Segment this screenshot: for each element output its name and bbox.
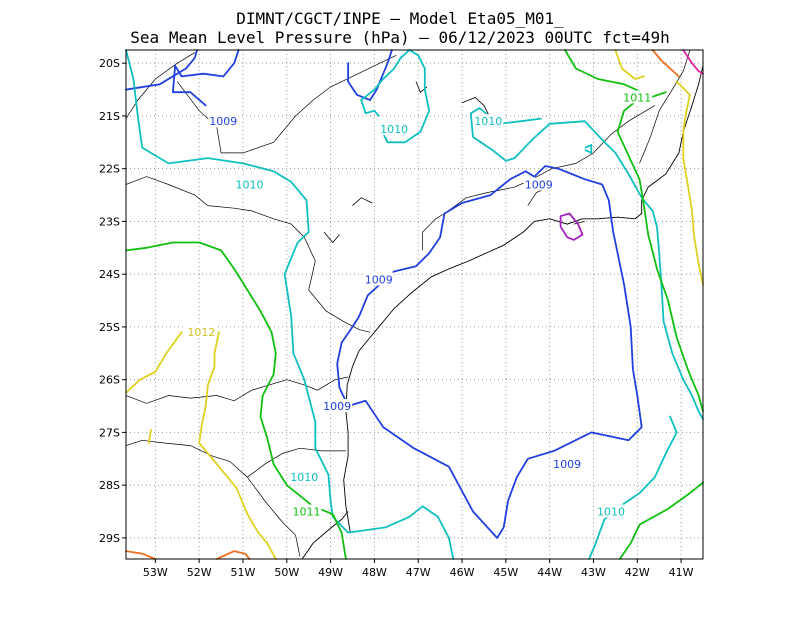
- y-tick-label: 21S: [99, 110, 120, 123]
- x-tick-label: 42W: [625, 566, 650, 579]
- contour-label-bg: [186, 325, 217, 339]
- contour-label-bg: [595, 504, 626, 518]
- chart-title-line-1: DIMNT/CGCT/INPE – Model Eta05_M01_: [236, 9, 564, 28]
- contour-label-bg: [234, 177, 265, 191]
- x-tick-label: 44W: [537, 566, 562, 579]
- y-tick-label: 29S: [99, 532, 120, 545]
- contour-label-bg: [523, 177, 554, 191]
- chart-title-line-2: Sea Mean Level Pressure (hPa) – 06/12/20…: [130, 28, 669, 47]
- contour-label: 1009: [553, 458, 581, 471]
- x-tick-label: 49W: [318, 566, 343, 579]
- contour-labels: 1009 1009 1009 1009 1009 1010 1010 1010 1010 1010…: [186, 90, 653, 519]
- contour-label: 1010: [236, 179, 264, 192]
- plot-frame: [125, 49, 704, 560]
- isobar-1011: [125, 241, 347, 560]
- contour-label-bg: [208, 114, 239, 128]
- state-boundary: [422, 213, 445, 251]
- y-tick-label: 23S: [99, 215, 120, 228]
- x-tick-label: 50W: [274, 566, 299, 579]
- isobar-1009: [347, 49, 393, 101]
- x-tick-label: 43W: [581, 566, 606, 579]
- contours: [125, 49, 704, 560]
- water-body: [323, 231, 340, 244]
- x-tick-label: 46W: [450, 566, 475, 579]
- isobar-1012: [614, 49, 645, 80]
- isobar-1013: [651, 49, 680, 78]
- y-tick-label: 26S: [99, 374, 120, 387]
- x-tick-label: 51W: [231, 566, 256, 579]
- contour-label: 1011: [623, 91, 651, 104]
- x-tick-label: 53W: [143, 566, 168, 579]
- contour-label: 1010: [290, 471, 318, 484]
- x-tick-label: 48W: [362, 566, 387, 579]
- isobar-1011: [616, 91, 704, 413]
- y-axis: 20S 21S 22S 23S 24S 25S 26S 27S 28S 29S: [99, 57, 126, 545]
- isobar-1011: [618, 481, 704, 560]
- isobar-1010: [469, 107, 704, 421]
- isobar-1009: [172, 49, 240, 107]
- state-boundary: [639, 49, 691, 164]
- state-boundary: [125, 176, 371, 333]
- water-body: [352, 197, 373, 206]
- isobar-1012: [198, 331, 277, 560]
- contour-label: 1010: [380, 123, 408, 136]
- isobar-1010: [125, 49, 455, 560]
- coastline: [343, 65, 704, 533]
- isobar-1011: [564, 49, 643, 94]
- x-tick-label: 41W: [669, 566, 694, 579]
- isobar-1009: [336, 165, 643, 539]
- isobar-1010: [584, 144, 593, 154]
- contour-label: 1012: [187, 326, 215, 339]
- x-axis: 53W 52W 51W 50W 49W 48W 47W 46W 45W 44W 43W 42W 41W: [143, 559, 694, 579]
- state-boundary: [444, 105, 655, 214]
- isobar-1009: [125, 49, 198, 91]
- contour-label: 1009: [525, 179, 553, 192]
- y-tick-label: 27S: [99, 426, 120, 439]
- contour-label-bg: [322, 399, 353, 413]
- contour-label-bg: [622, 90, 653, 104]
- isobar-1010: [588, 415, 678, 560]
- water-body: [573, 221, 585, 225]
- isobar-1012: [675, 80, 704, 286]
- contour-label-bg: [473, 114, 504, 128]
- water-body: [461, 97, 491, 119]
- contour-label: 1009: [323, 400, 351, 413]
- y-tick-label: 28S: [99, 479, 120, 492]
- y-tick-label: 25S: [99, 321, 120, 334]
- contour-label-bg: [552, 457, 583, 471]
- contour-label-bg: [291, 504, 322, 518]
- contour-label: 1009: [209, 115, 237, 128]
- isobar-1010: [498, 117, 542, 125]
- x-tick-label: 52W: [187, 566, 212, 579]
- isobar-1008: [559, 212, 584, 241]
- grid: [126, 50, 703, 559]
- contour-label: 1011: [293, 506, 321, 519]
- x-tick-label: 47W: [406, 566, 431, 579]
- isobar-1012: [125, 331, 183, 394]
- coastline: [301, 511, 349, 560]
- isobar-1014: [682, 49, 704, 75]
- contour-label-bg: [363, 272, 394, 286]
- y-tick-label: 22S: [99, 163, 120, 176]
- state-boundary: [125, 376, 349, 404]
- state-boundary: [125, 439, 301, 557]
- isobar-1012: [147, 428, 152, 444]
- contour-label: 1009: [365, 273, 393, 286]
- state-boundary: [247, 447, 346, 478]
- contour-label: 1010: [597, 506, 625, 519]
- contour-label-bg: [379, 122, 410, 136]
- x-tick-label: 45W: [493, 566, 518, 579]
- isobar-1013: [125, 550, 157, 560]
- y-tick-label: 24S: [99, 268, 120, 281]
- contour-label: 1010: [474, 115, 502, 128]
- isobar-1013: [215, 550, 251, 560]
- state-boundary: [125, 52, 195, 119]
- y-tick-label: 20S: [99, 57, 120, 70]
- contour-label-bg: [289, 470, 320, 484]
